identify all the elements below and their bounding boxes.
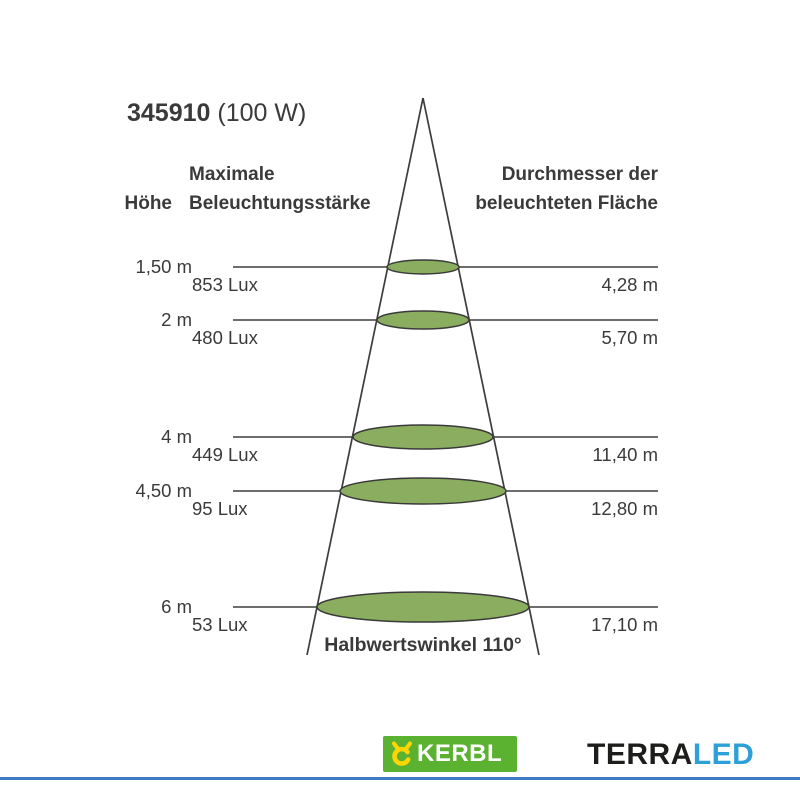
height-label-2: 2 m — [161, 309, 192, 330]
column-header-illuminance-line1: Maximale — [189, 164, 275, 185]
kerbl-goat-icon — [392, 741, 412, 766]
kerbl-logo: KERBL — [383, 736, 517, 772]
page-title: 345910 (100 W) — [127, 99, 306, 128]
column-header-illuminance: Maximale Beleuchtungsstärke — [189, 160, 419, 218]
article-number: 345910 — [127, 99, 211, 127]
lux-label-2: 480 Lux — [192, 327, 258, 348]
light-cone-edges — [306, 97, 540, 656]
beam-ellipse-3 — [352, 424, 494, 450]
column-header-diameter-line2: beleuchteten Fläche — [475, 193, 658, 214]
height-label-3: 4 m — [161, 426, 192, 447]
lux-label-1: 853 Lux — [192, 274, 258, 295]
diameter-label-1: 4,28 m — [601, 274, 658, 295]
column-header-height: Höhe — [124, 193, 173, 214]
column-header-illuminance-line2: Beleuchtungsstärke — [189, 193, 371, 214]
height-label-1: 1,50 m — [135, 256, 192, 277]
terraled-logo-terra: TERRA — [587, 738, 693, 771]
column-header-diameter: Durchmesser der beleuchteten Fläche — [420, 160, 658, 218]
beam-ellipse-1 — [386, 259, 460, 275]
terraled-logo-led: LED — [692, 738, 755, 771]
diameter-label-5: 17,10 m — [591, 614, 658, 635]
beam-angle-label: Halbwertswinkel 110° — [324, 634, 522, 656]
beam-ellipse-5 — [316, 591, 530, 623]
beam-ellipse-2 — [376, 310, 470, 330]
beam-ellipse-4 — [339, 477, 507, 505]
footer-divider-line — [0, 777, 800, 780]
lux-label-3: 449 Lux — [192, 444, 258, 465]
lux-label-4: 95 Lux — [192, 498, 248, 519]
cone-right-edge — [422, 97, 540, 656]
cone-left-edge — [306, 97, 424, 656]
terraled-logo: TERRALED — [587, 738, 754, 772]
lux-label-5: 53 Lux — [192, 614, 248, 635]
diameter-label-3: 11,40 m — [592, 444, 658, 465]
diameter-label-2: 5,70 m — [601, 327, 658, 348]
wattage-label: (100 W) — [217, 99, 307, 127]
kerbl-logo-text: KERBL — [417, 740, 503, 767]
beam-ellipses — [316, 259, 530, 623]
height-label-4: 4,50 m — [135, 480, 192, 501]
height-label-5: 6 m — [161, 596, 192, 617]
diameter-label-4: 12,80 m — [591, 498, 658, 519]
column-header-diameter-line1: Durchmesser der — [501, 164, 658, 185]
